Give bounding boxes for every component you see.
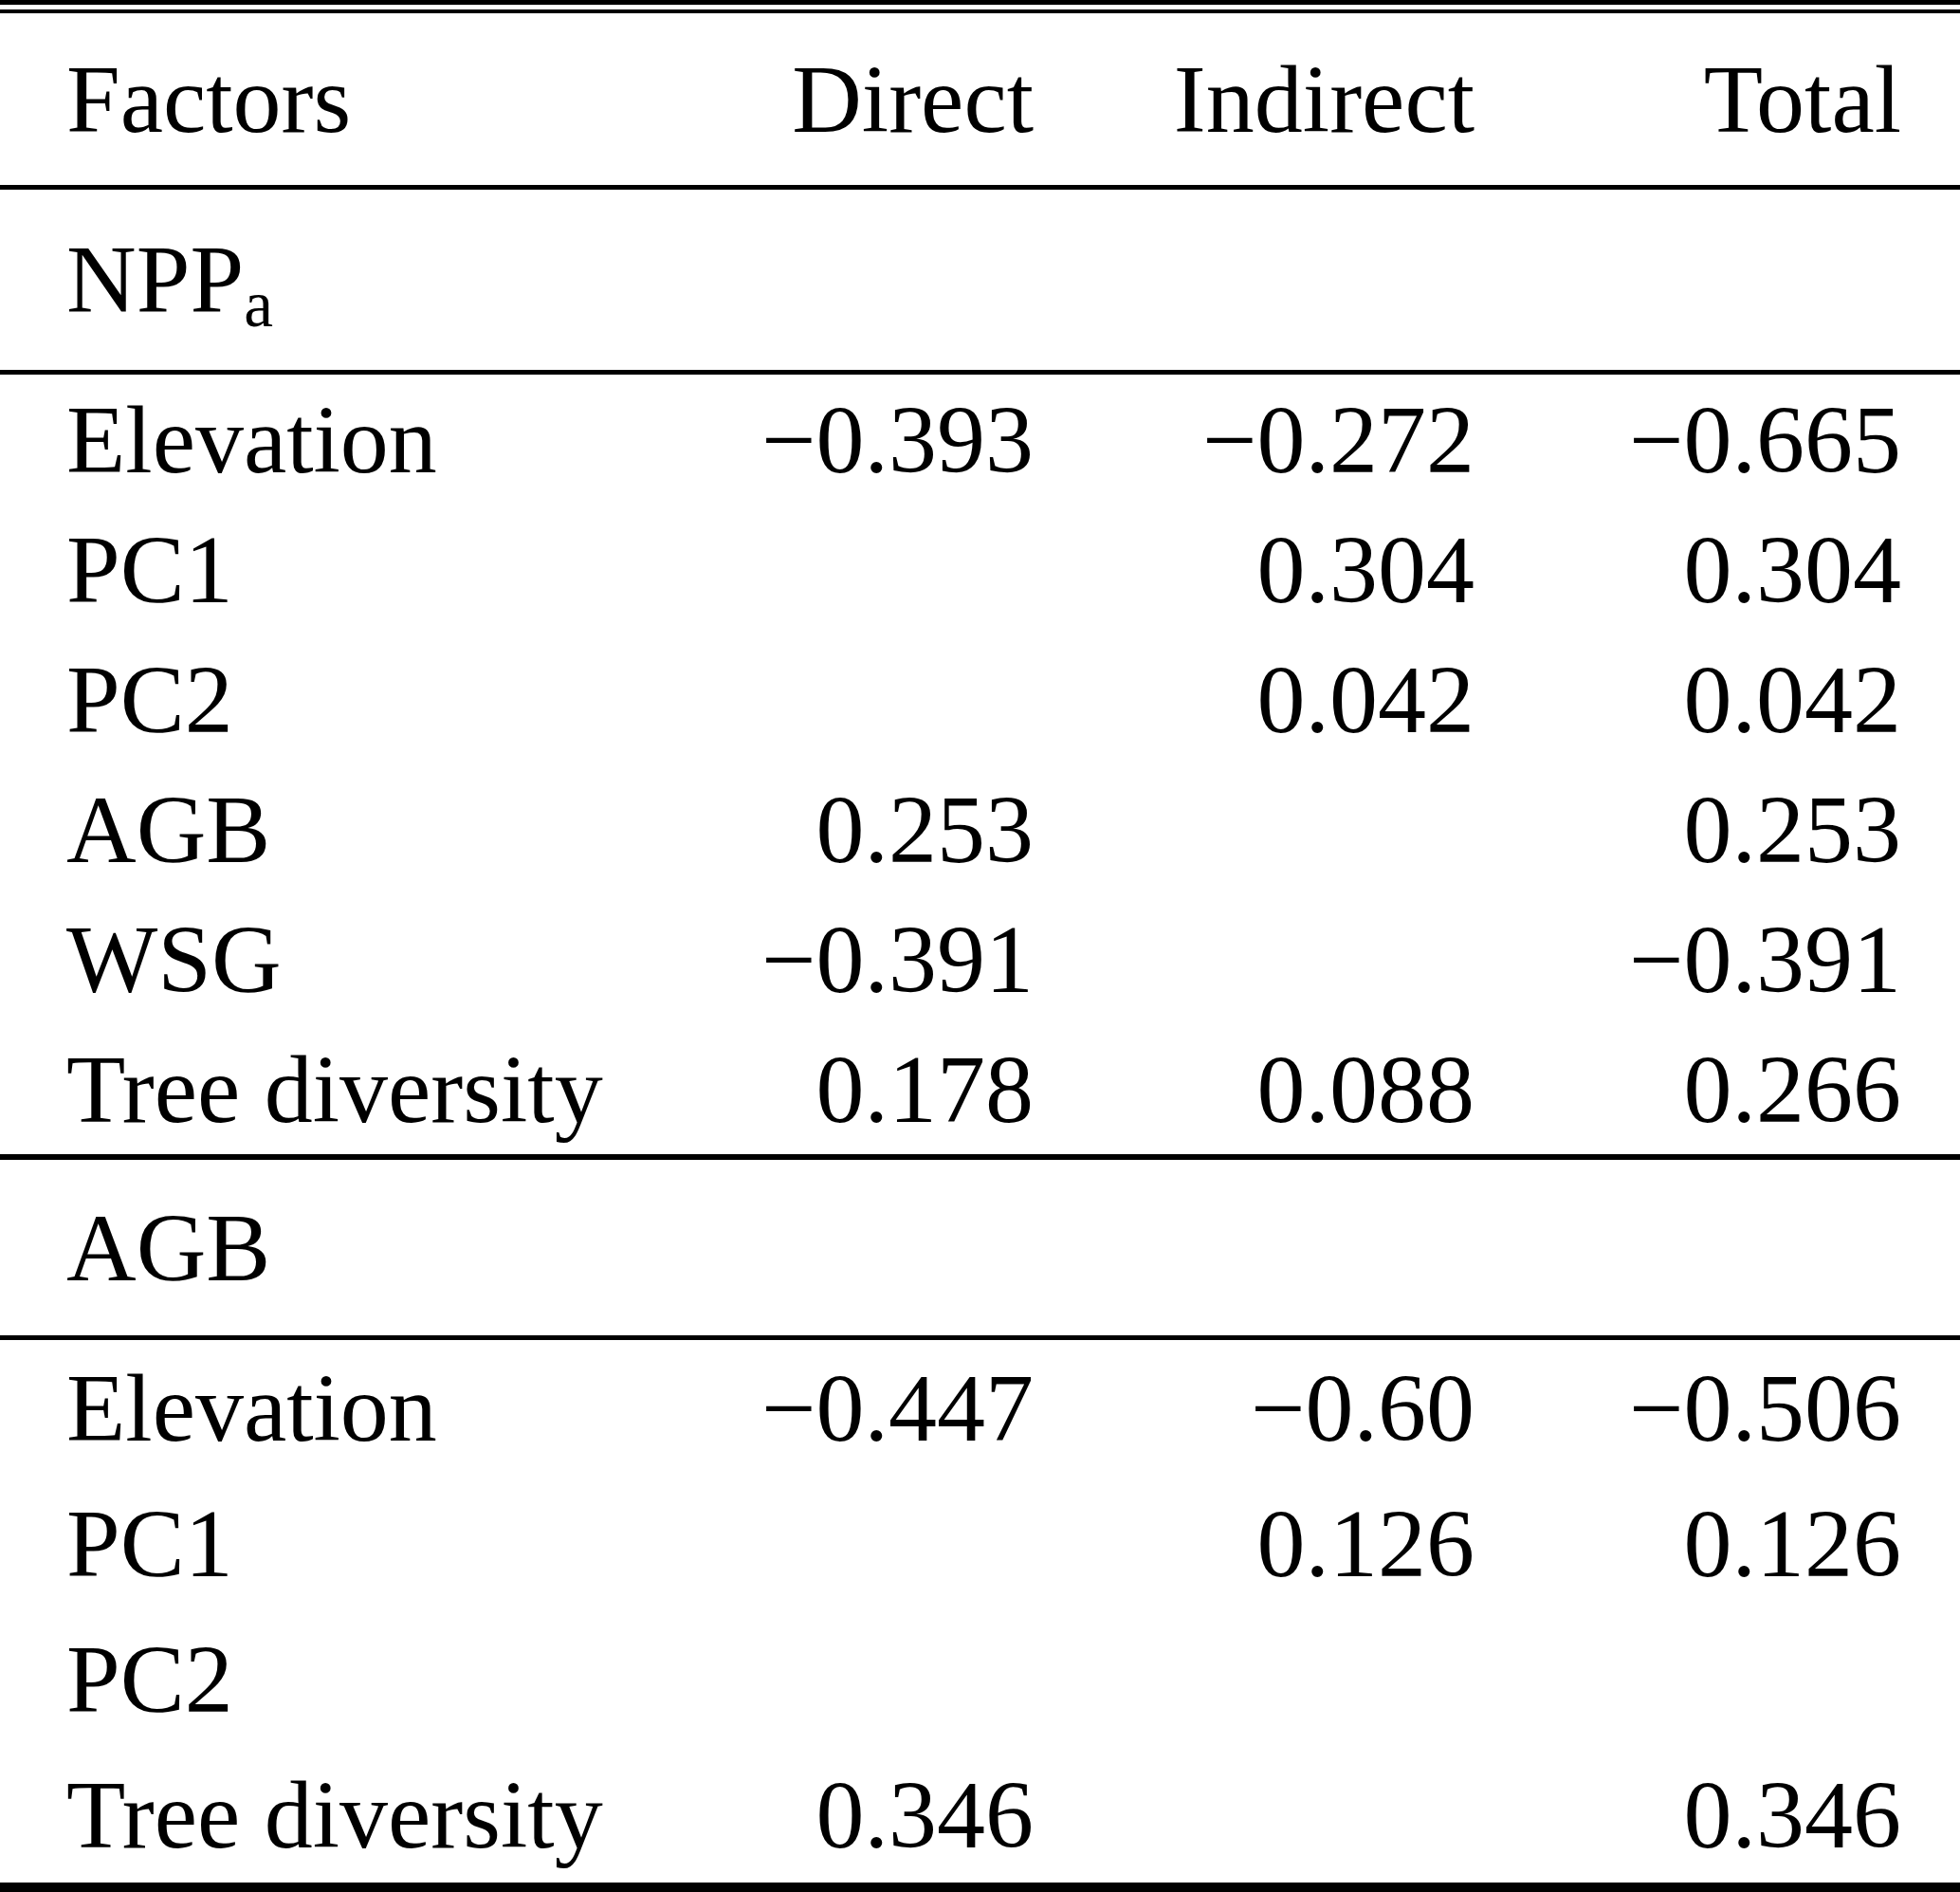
cell-factor: PC2: [0, 1631, 654, 1728]
cell-total: 0.253: [1475, 781, 1960, 878]
cell-indirect: 0.042: [1034, 652, 1475, 748]
cell-factor: Elevation: [0, 392, 654, 488]
cell-total: 0.126: [1475, 1496, 1960, 1592]
column-header-row: Factors Direct Indirect Total: [0, 13, 1960, 185]
section-title-nppa: NPPa: [0, 231, 654, 328]
table-row: PC1 0.304 0.304: [0, 505, 1960, 634]
section-title-agb-base: AGB: [66, 1194, 270, 1301]
cell-direct: −0.393: [654, 392, 1034, 488]
cell-indirect: −0.272: [1034, 392, 1475, 488]
cell-total: 0.304: [1475, 522, 1960, 618]
table-row: Tree diversity 0.178 0.088 0.266: [0, 1024, 1960, 1154]
cell-factor: PC1: [0, 522, 654, 618]
bottom-rule: [0, 1883, 1960, 1892]
section-rows-nppa: Elevation −0.393 −0.272 −0.665 PC1 0.304…: [0, 375, 1960, 1154]
cell-direct: −0.391: [654, 911, 1034, 1008]
cell-indirect: 0.304: [1034, 522, 1475, 618]
section-header-nppa: NPPa: [0, 190, 1960, 370]
cell-total: 0.266: [1475, 1041, 1960, 1138]
cell-factor: Tree diversity: [0, 1767, 654, 1864]
cell-factor: AGB: [0, 781, 654, 878]
table-row: PC1 0.126 0.126: [0, 1476, 1960, 1611]
cell-total: −0.391: [1475, 911, 1960, 1008]
cell-total: −0.665: [1475, 392, 1960, 488]
cell-direct: 0.253: [654, 781, 1034, 878]
cell-direct: −0.447: [654, 1360, 1034, 1457]
cell-total: −0.506: [1475, 1360, 1960, 1457]
table-row: WSG −0.391 −0.391: [0, 894, 1960, 1024]
column-header-factors: Factors: [0, 51, 654, 148]
table-row: Elevation −0.447 −0.60 −0.506: [0, 1340, 1960, 1476]
section-header-agb: AGB: [0, 1160, 1960, 1335]
column-header-indirect: Indirect: [1034, 51, 1475, 148]
table-row: Elevation −0.393 −0.272 −0.665: [0, 375, 1960, 505]
cell-factor: WSG: [0, 911, 654, 1008]
cell-indirect: −0.60: [1034, 1360, 1475, 1457]
effects-table: Factors Direct Indirect Total NPPa Eleva…: [0, 0, 1960, 1892]
section-rows-agb: Elevation −0.447 −0.60 −0.506 PC1 0.126 …: [0, 1340, 1960, 1883]
section-title-nppa-base: NPP: [66, 226, 244, 333]
cell-factor: PC2: [0, 652, 654, 748]
cell-direct: 0.346: [654, 1767, 1034, 1864]
cell-factor: Tree diversity: [0, 1041, 654, 1138]
cell-direct: 0.178: [654, 1041, 1034, 1138]
cell-factor: Elevation: [0, 1360, 654, 1457]
section-title-nppa-subscript: a: [244, 267, 273, 340]
cell-indirect: 0.126: [1034, 1496, 1475, 1592]
column-header-total: Total: [1475, 51, 1960, 148]
table-row: AGB 0.253 0.253: [0, 764, 1960, 894]
table-row: PC2: [0, 1611, 1960, 1747]
table-row: PC2 0.042 0.042: [0, 634, 1960, 764]
cell-factor: PC1: [0, 1496, 654, 1592]
cell-indirect: 0.088: [1034, 1041, 1475, 1138]
cell-total: 0.346: [1475, 1767, 1960, 1864]
cell-total: 0.042: [1475, 652, 1960, 748]
column-header-direct: Direct: [654, 51, 1034, 148]
table-row: Tree diversity 0.346 0.346: [0, 1747, 1960, 1883]
section-title-agb: AGB: [0, 1200, 654, 1296]
